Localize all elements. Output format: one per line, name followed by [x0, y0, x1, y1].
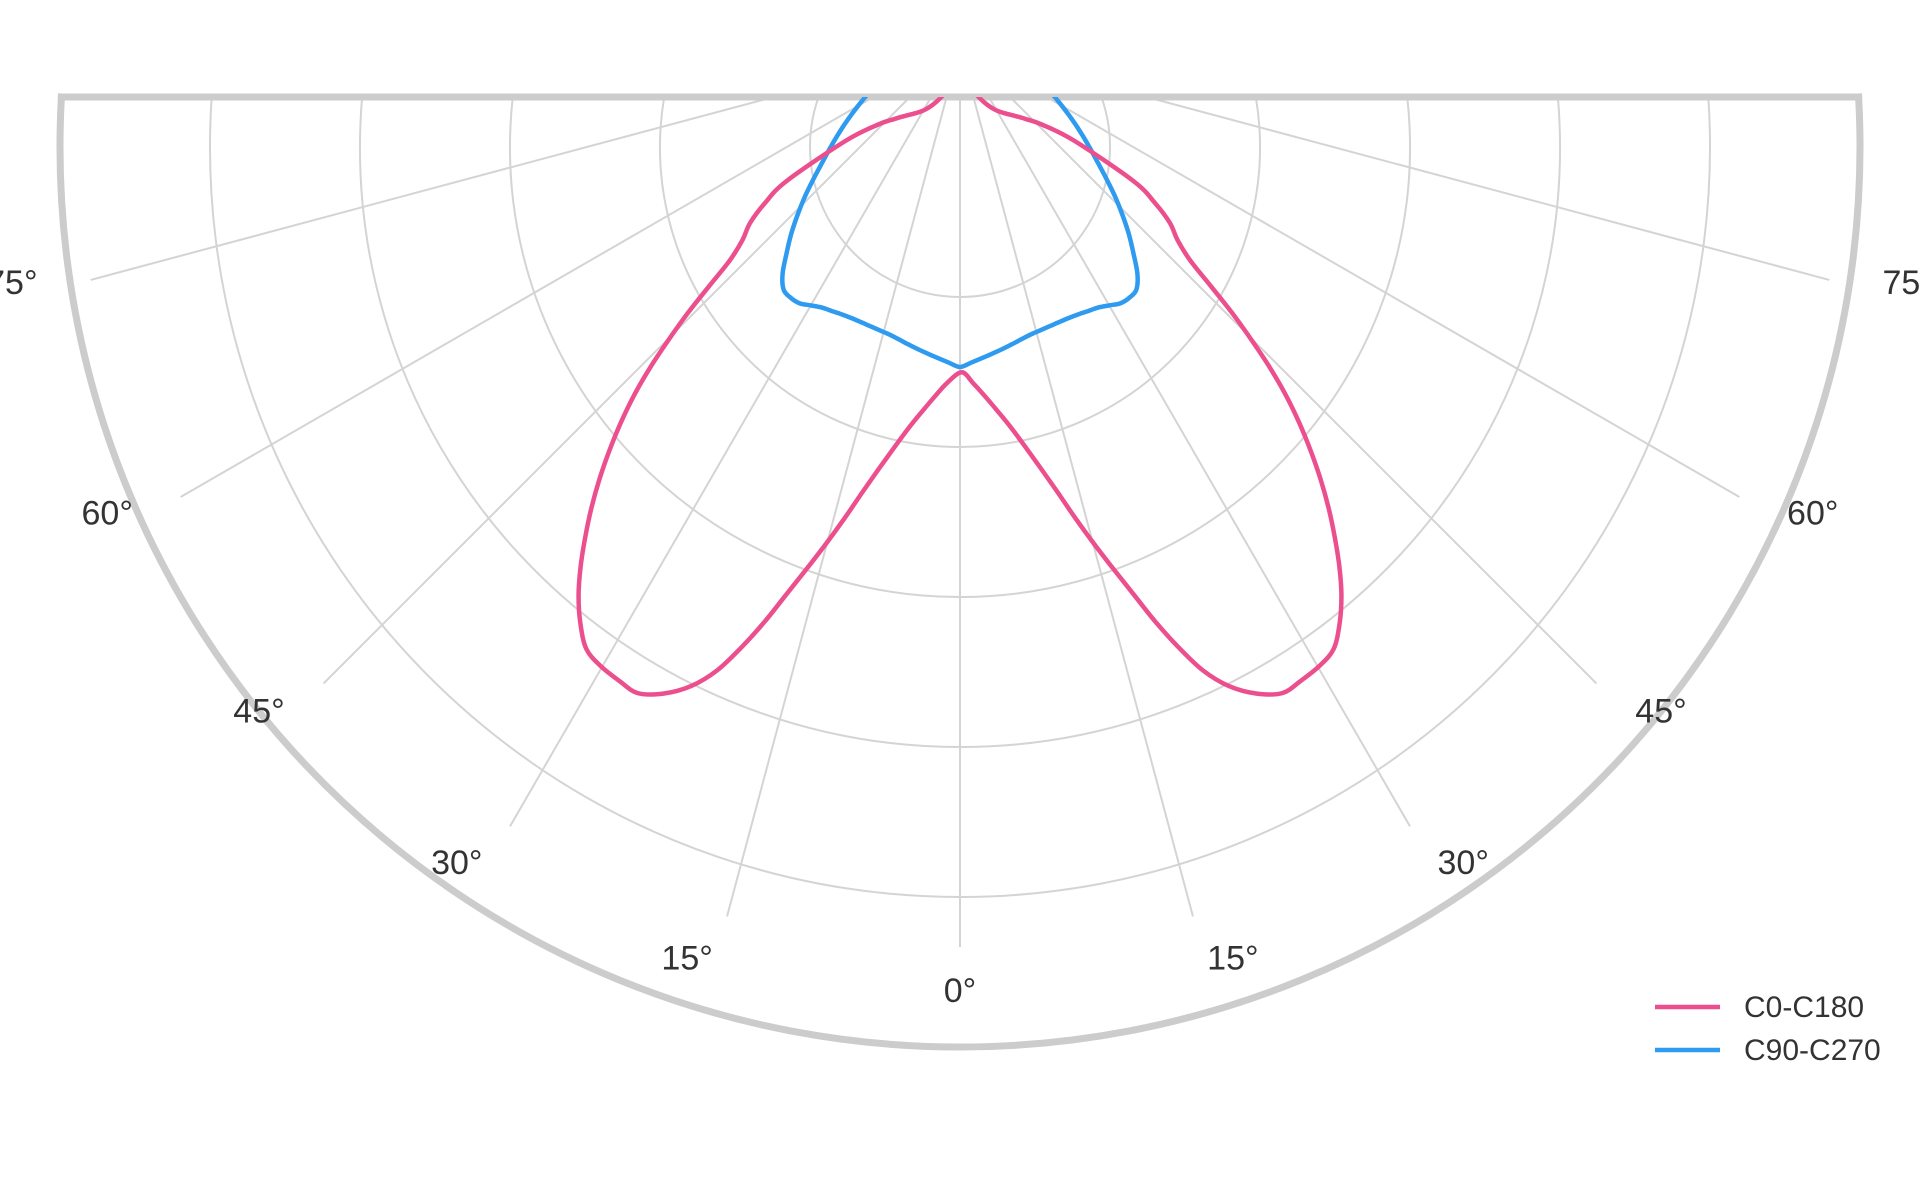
svg-text:C0-C180: C0-C180	[1744, 991, 1864, 1024]
svg-text:0°: 0°	[944, 972, 977, 1010]
svg-text:60°: 60°	[1787, 495, 1838, 533]
svg-text:90°: 90°	[0, 79, 1, 117]
svg-text:45°: 45°	[233, 692, 284, 730]
svg-text:30°: 30°	[1438, 844, 1489, 882]
svg-text:15°: 15°	[1207, 939, 1258, 977]
svg-text:75°: 75°	[1882, 264, 1920, 302]
svg-text:75°: 75°	[0, 264, 38, 302]
svg-text:45°: 45°	[1635, 692, 1686, 730]
svg-text:15°: 15°	[661, 939, 712, 977]
svg-text:60°: 60°	[82, 495, 133, 533]
svg-text:30°: 30°	[431, 844, 482, 882]
svg-text:C90-C270: C90-C270	[1744, 1034, 1881, 1067]
